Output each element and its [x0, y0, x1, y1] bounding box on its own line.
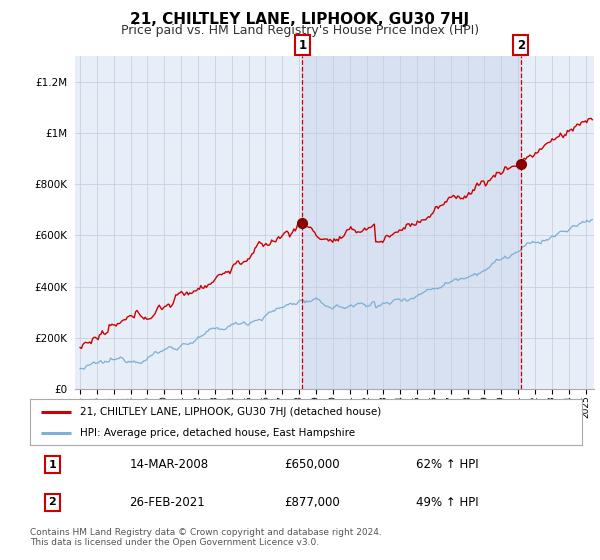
Text: Contains HM Land Registry data © Crown copyright and database right 2024.
This d: Contains HM Land Registry data © Crown c… — [30, 528, 382, 547]
Text: 62% ↑ HPI: 62% ↑ HPI — [416, 458, 479, 471]
Text: 1: 1 — [298, 39, 307, 52]
Text: HPI: Average price, detached house, East Hampshire: HPI: Average price, detached house, East… — [80, 428, 355, 438]
Text: 49% ↑ HPI: 49% ↑ HPI — [416, 496, 479, 509]
Text: 1: 1 — [48, 460, 56, 470]
Text: £877,000: £877,000 — [284, 496, 340, 509]
Text: 21, CHILTLEY LANE, LIPHOOK, GU30 7HJ (detached house): 21, CHILTLEY LANE, LIPHOOK, GU30 7HJ (de… — [80, 407, 381, 417]
Text: Price paid vs. HM Land Registry's House Price Index (HPI): Price paid vs. HM Land Registry's House … — [121, 24, 479, 37]
Text: 2: 2 — [48, 497, 56, 507]
Text: 26-FEB-2021: 26-FEB-2021 — [130, 496, 205, 509]
Text: 2: 2 — [517, 39, 525, 52]
Bar — [302, 56, 521, 389]
Text: 14-MAR-2008: 14-MAR-2008 — [130, 458, 208, 471]
Text: 21, CHILTLEY LANE, LIPHOOK, GU30 7HJ: 21, CHILTLEY LANE, LIPHOOK, GU30 7HJ — [130, 12, 470, 27]
Text: £650,000: £650,000 — [284, 458, 340, 471]
